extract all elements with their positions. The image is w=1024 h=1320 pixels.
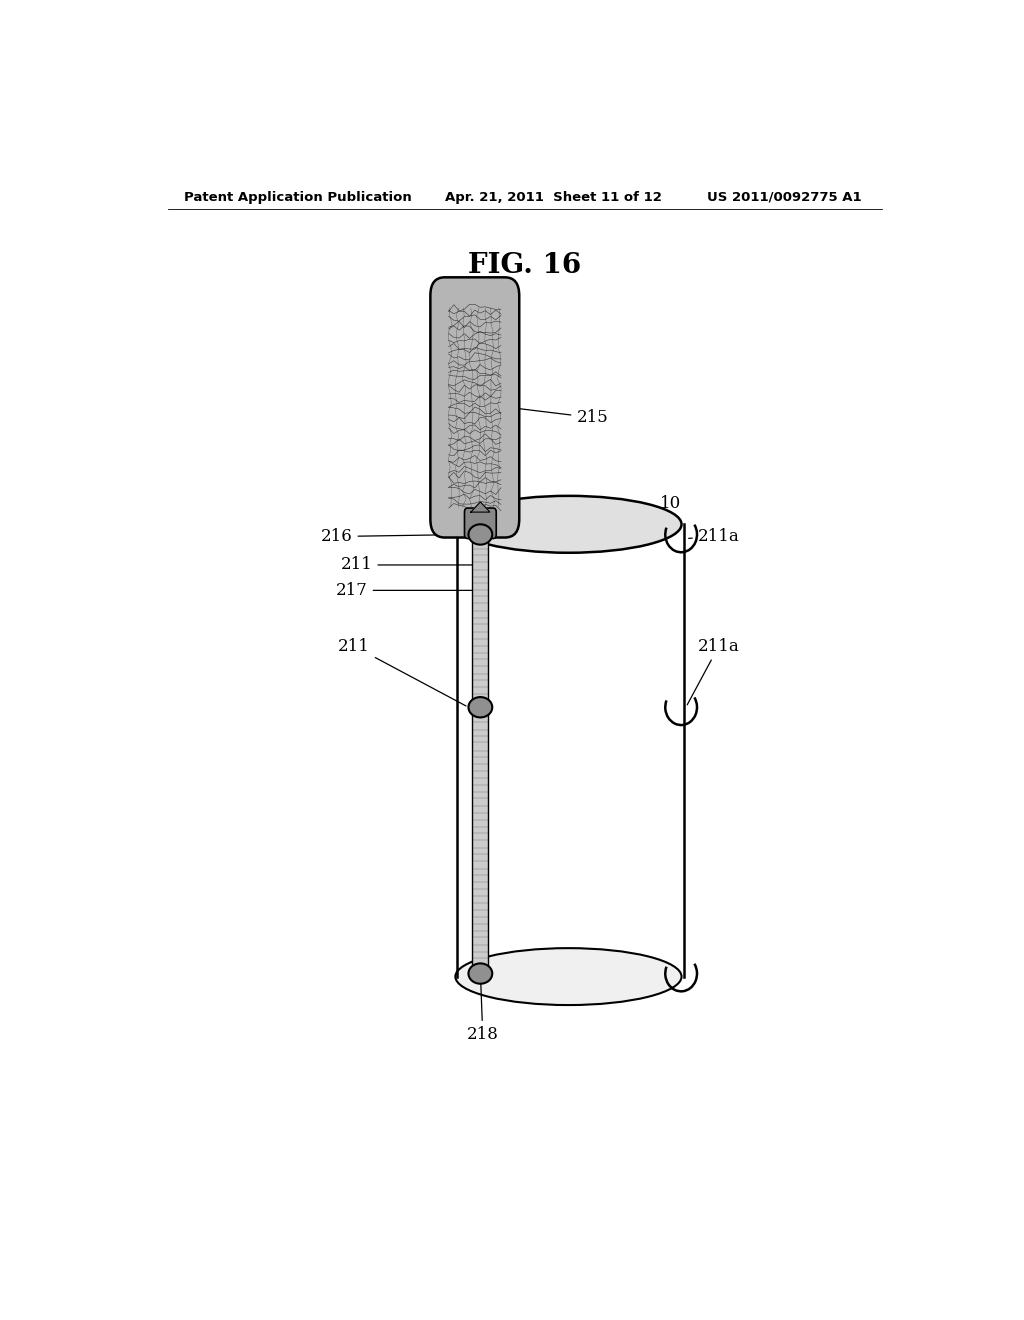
Text: 216: 216 [321,528,466,545]
Ellipse shape [468,964,493,983]
Ellipse shape [468,524,493,545]
Text: 218: 218 [467,974,499,1043]
Text: US 2011/0092775 A1: US 2011/0092775 A1 [708,190,862,203]
Text: 211: 211 [341,557,487,573]
Ellipse shape [456,496,682,553]
Text: 211a: 211a [687,638,739,705]
Text: 211: 211 [338,638,466,706]
Text: 217: 217 [336,582,487,599]
Text: 211a: 211a [689,528,739,545]
Text: 215: 215 [512,408,608,426]
Ellipse shape [456,948,682,1005]
Text: 10: 10 [639,495,681,515]
FancyBboxPatch shape [465,508,497,539]
FancyBboxPatch shape [430,277,519,537]
Bar [472,524,488,977]
Polygon shape [471,502,489,512]
Text: FIG. 16: FIG. 16 [468,252,582,279]
Text: Apr. 21, 2011  Sheet 11 of 12: Apr. 21, 2011 Sheet 11 of 12 [445,190,663,203]
Text: Patent Application Publication: Patent Application Publication [183,190,412,203]
Ellipse shape [468,697,493,718]
